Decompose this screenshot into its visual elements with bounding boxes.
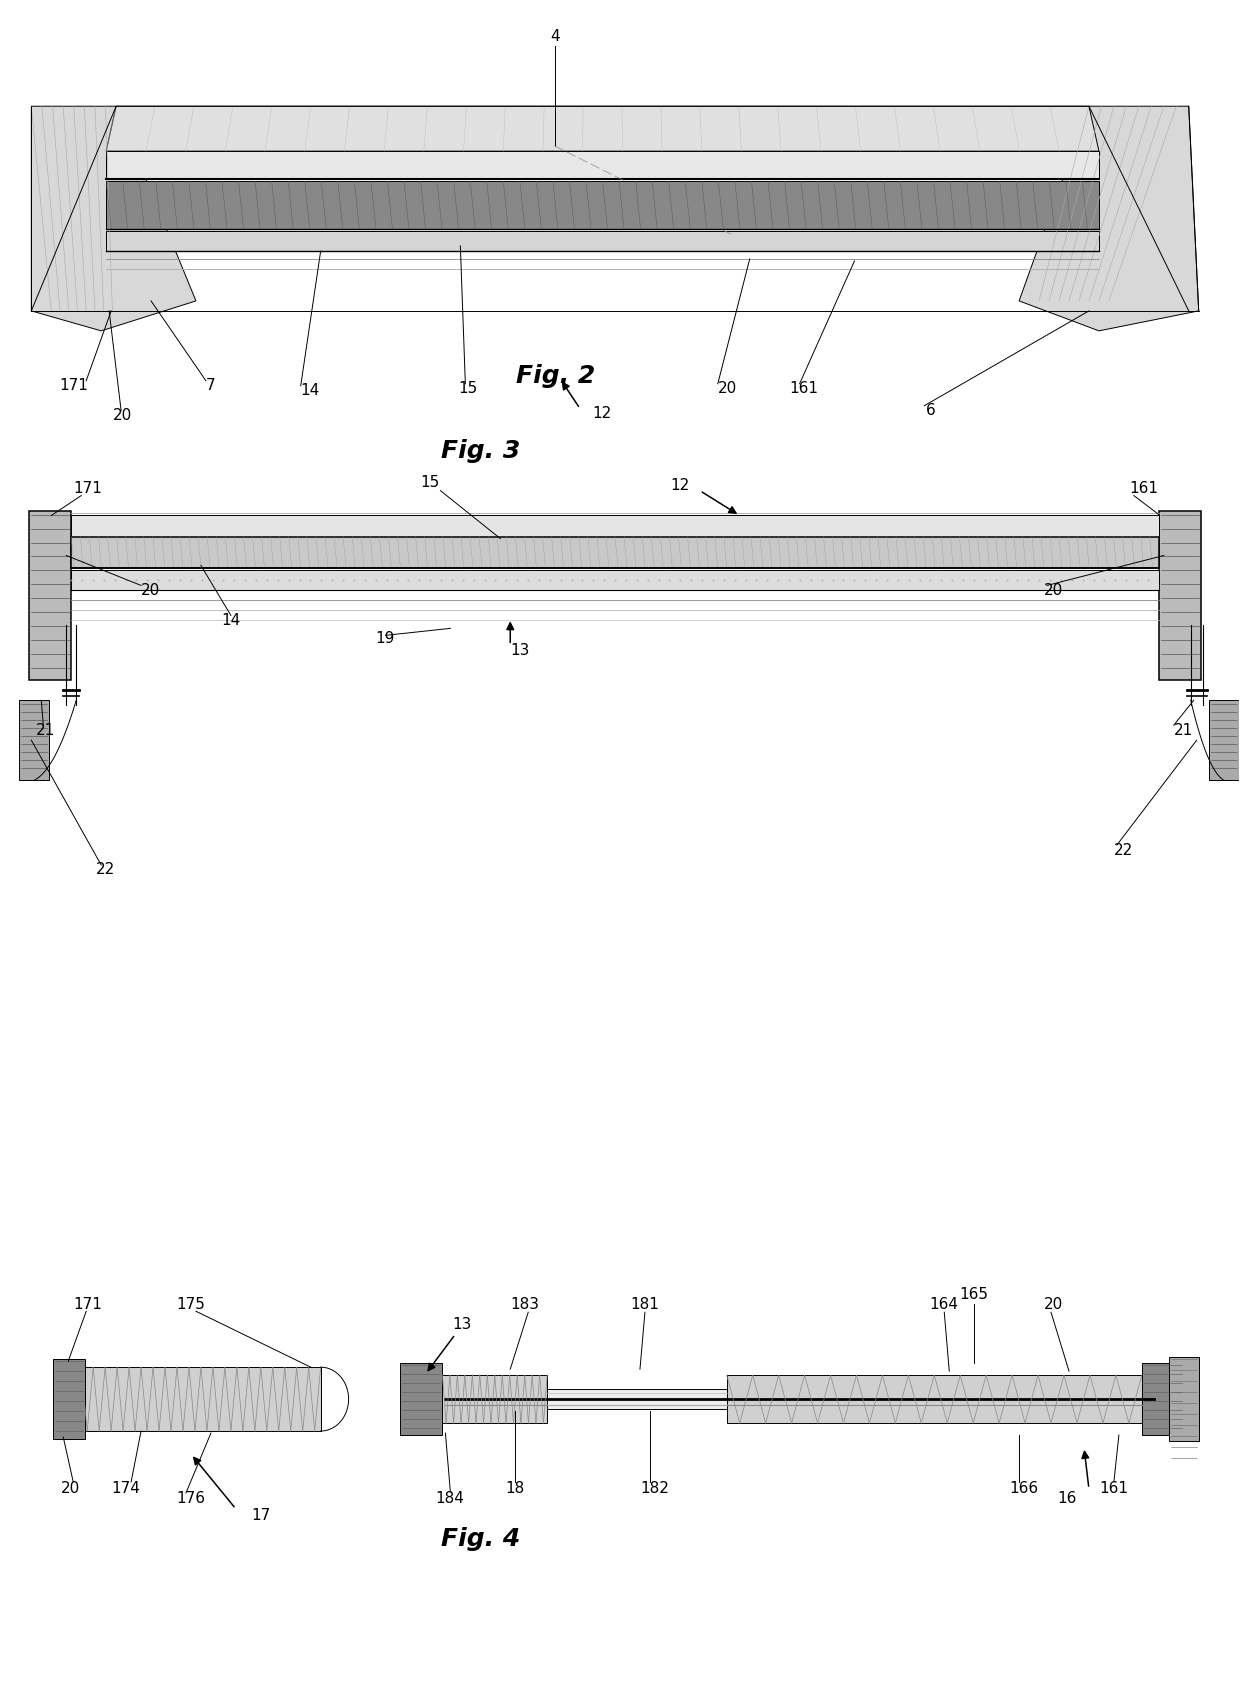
Bar [1169,1356,1199,1442]
Bar [53,1360,86,1438]
Text: 6: 6 [926,403,936,419]
Text: 181: 181 [630,1297,658,1312]
Bar [20,700,50,780]
Bar [401,1363,443,1435]
Text: 15: 15 [420,475,440,490]
Text: 184: 184 [435,1491,464,1506]
Text: 171: 171 [73,482,102,495]
Text: 20: 20 [718,381,737,397]
Text: 21: 21 [1174,723,1193,737]
Text: 171: 171 [60,378,88,393]
Bar [71,536,1159,568]
Text: 20: 20 [141,582,160,597]
Bar [1159,511,1200,681]
Text: 161: 161 [1099,1481,1128,1496]
Text: Fig. 4: Fig. 4 [440,1527,520,1551]
Text: 183: 183 [510,1297,539,1312]
Text: 20: 20 [1044,1297,1063,1312]
Polygon shape [1019,106,1199,330]
Text: 14: 14 [301,383,320,398]
Text: 175: 175 [176,1297,205,1312]
Text: 171: 171 [73,1297,102,1312]
Text: 21: 21 [36,723,56,737]
Text: 22: 22 [1114,842,1133,858]
Text: 174: 174 [112,1481,140,1496]
Bar [443,1375,547,1423]
Text: 18: 18 [505,1481,525,1496]
Text: Fig. 2: Fig. 2 [516,364,595,388]
Text: 166: 166 [1009,1481,1038,1496]
Text: 17: 17 [250,1508,270,1523]
Bar [81,1367,321,1431]
Bar [107,231,1099,250]
Text: 161: 161 [790,381,818,397]
Bar [71,514,1159,536]
Text: Fig. 3: Fig. 3 [440,439,520,463]
Bar [107,180,1099,230]
Text: 20: 20 [113,408,133,424]
Text: 13: 13 [453,1317,471,1331]
Text: 176: 176 [176,1491,205,1506]
Bar [30,511,71,681]
Bar [107,151,1099,179]
Text: 20: 20 [61,1481,81,1496]
Text: 182: 182 [640,1481,668,1496]
Text: 7: 7 [206,378,216,393]
Text: 19: 19 [376,631,394,645]
Bar [1142,1363,1184,1435]
Bar [547,1389,727,1409]
Bar [727,1375,1142,1423]
Bar [1209,700,1239,780]
Bar [71,570,1159,591]
Text: 161: 161 [1128,482,1158,495]
Text: 16: 16 [1056,1491,1076,1506]
Text: 15: 15 [459,381,477,397]
Polygon shape [31,106,196,330]
Text: 22: 22 [97,863,115,878]
Polygon shape [107,106,1099,151]
Text: 20: 20 [1044,582,1063,597]
Text: 14: 14 [221,613,241,628]
Text: 12: 12 [591,407,611,420]
Text: 165: 165 [960,1287,988,1302]
Text: 13: 13 [510,643,529,659]
Text: 12: 12 [671,478,689,494]
Text: 4: 4 [551,29,560,44]
Text: 164: 164 [929,1297,959,1312]
